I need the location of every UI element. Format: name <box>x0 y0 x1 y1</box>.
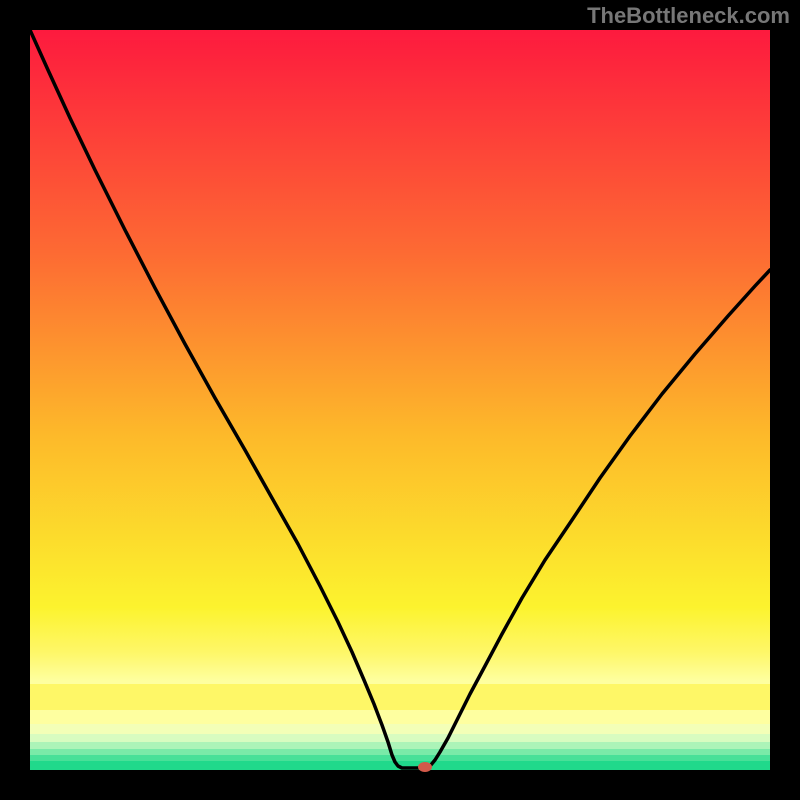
background-band <box>30 749 770 755</box>
background-band <box>30 724 770 734</box>
bottleneck-chart <box>0 0 800 800</box>
watermark-text: TheBottleneck.com <box>587 3 790 29</box>
background-band <box>30 684 770 710</box>
background-band <box>30 742 770 749</box>
chart-container: TheBottleneck.com <box>0 0 800 800</box>
optimal-marker <box>418 762 432 772</box>
background-band <box>30 734 770 742</box>
background-band <box>30 755 770 761</box>
background-band <box>30 710 770 724</box>
